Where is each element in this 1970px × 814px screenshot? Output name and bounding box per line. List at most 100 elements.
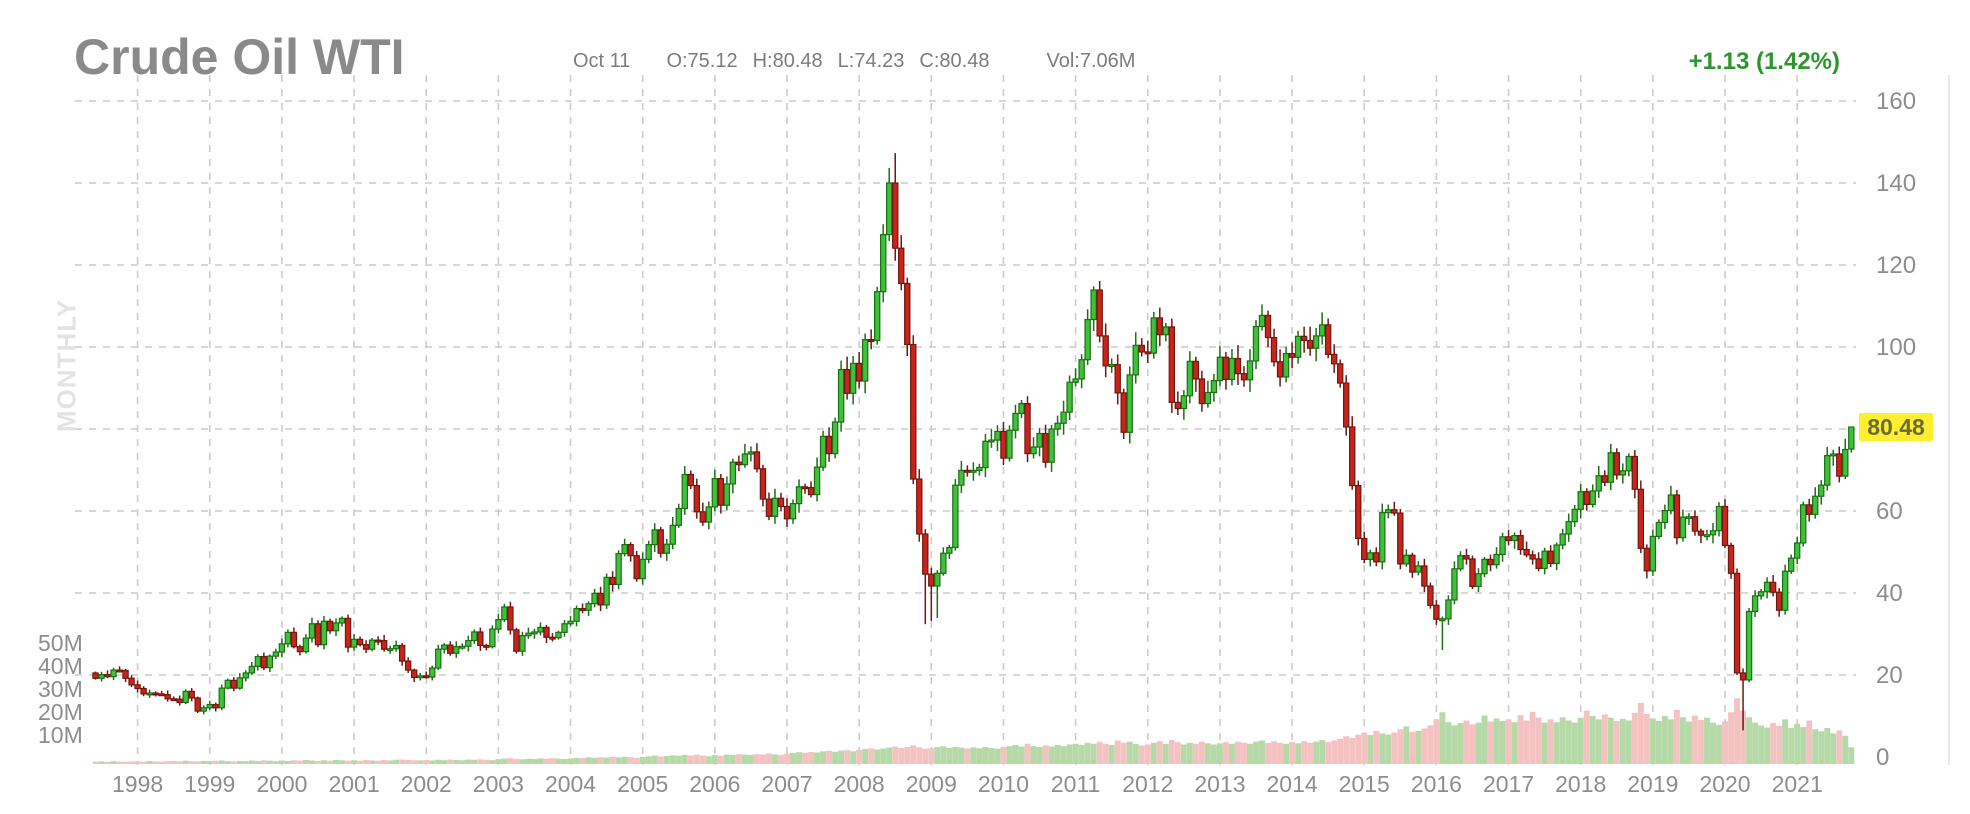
volume-bar	[687, 755, 694, 764]
volume-bar	[1848, 747, 1855, 764]
volume-bar	[597, 757, 604, 764]
candle-body	[146, 692, 153, 696]
volume-bar	[1782, 719, 1789, 764]
volume-bar	[1541, 722, 1548, 764]
volume-bar	[1180, 744, 1187, 764]
volume-bar	[321, 760, 327, 764]
candle-body	[176, 698, 183, 704]
volume-bar	[1162, 743, 1169, 764]
volume-bar	[1643, 713, 1650, 764]
candle-body	[1108, 364, 1115, 368]
candle-body	[278, 643, 286, 653]
candle-body	[982, 440, 989, 469]
candle-body	[621, 544, 628, 555]
volume-bar	[741, 754, 748, 764]
candle-body	[1685, 516, 1693, 520]
volume-bar	[290, 760, 297, 764]
year-label: 2007	[761, 771, 812, 797]
candle-body	[1084, 318, 1091, 361]
volume-bar	[1722, 721, 1728, 764]
candle-body	[765, 498, 773, 517]
candle-body	[1391, 509, 1398, 514]
volume-bar	[1036, 747, 1043, 764]
candle-body	[609, 576, 616, 585]
candle-body	[290, 631, 298, 648]
candle-body	[218, 687, 225, 709]
candle-body	[1830, 453, 1837, 457]
ohlc-low: L:74.23	[837, 50, 905, 72]
candle-body	[1234, 357, 1242, 375]
volume-bar	[1595, 719, 1602, 764]
volume-bar	[573, 757, 580, 764]
candle-body	[651, 529, 658, 546]
candle-body	[194, 697, 201, 712]
volume-bar	[1241, 742, 1247, 764]
candle-body	[1192, 360, 1200, 380]
volume-bar	[417, 760, 424, 764]
candle-body	[813, 466, 821, 496]
volume-axis-label: 50M	[38, 630, 83, 656]
volume-bar	[1469, 724, 1476, 764]
candle-body	[308, 623, 316, 639]
candle-body	[170, 698, 177, 702]
candle-body	[1836, 453, 1843, 477]
candle-body	[1096, 289, 1103, 337]
candle-body	[1709, 530, 1717, 536]
volume-bar	[1583, 710, 1590, 764]
volume-bar	[1210, 744, 1217, 764]
candle-body	[1643, 547, 1651, 572]
volume-bar	[970, 747, 977, 764]
candle-body	[825, 435, 833, 455]
candle-body	[519, 635, 526, 652]
volume-bar	[1685, 721, 1692, 764]
volume-bar	[922, 748, 929, 764]
candle-body	[1757, 591, 1765, 597]
candle-body	[1361, 537, 1368, 560]
last-price-tag: 80.48	[1859, 413, 1933, 441]
volume-bar	[1637, 702, 1644, 764]
candle-body	[861, 339, 869, 382]
price-axis-label: 100	[1876, 334, 1916, 361]
instrument-title: Crude Oil WTI	[74, 29, 405, 85]
candle-body	[1818, 484, 1825, 497]
candle-body	[368, 639, 376, 650]
volume-bar	[621, 756, 628, 764]
volume-bar	[333, 760, 339, 764]
volume-bar	[1499, 720, 1506, 764]
candle-body	[362, 644, 370, 650]
price-axis-label: 0	[1876, 744, 1889, 771]
candle-body	[537, 626, 544, 633]
volume-bar	[224, 761, 231, 764]
volume-bar	[916, 747, 923, 764]
volume-bar	[603, 757, 610, 764]
volume-bar	[1216, 743, 1223, 764]
candle-body	[92, 672, 99, 679]
volume-bar	[1168, 740, 1175, 764]
volume-bar	[844, 750, 851, 764]
candle-body	[1787, 557, 1795, 572]
candle-body	[1793, 542, 1801, 559]
candle-body	[1769, 581, 1777, 593]
volume-bar	[1619, 718, 1626, 764]
candle-body	[236, 677, 244, 689]
volume-bar	[1048, 746, 1055, 764]
volume-bar	[1776, 725, 1783, 764]
volume-bar	[1559, 717, 1566, 764]
candle-body	[206, 703, 213, 709]
volume-bar	[1439, 712, 1446, 764]
volume-bar	[759, 754, 766, 764]
candle-body	[1703, 534, 1711, 538]
volume-bar	[357, 760, 364, 764]
candle-body	[254, 655, 262, 667]
volume-bar	[284, 760, 291, 764]
candle-body	[1415, 565, 1422, 573]
candle-body	[1511, 534, 1518, 542]
year-label: 2015	[1339, 771, 1390, 797]
candle-body	[849, 362, 857, 394]
candle-body	[266, 655, 274, 669]
volume-bar	[537, 758, 544, 764]
volume-bar	[1072, 743, 1079, 764]
candle-body	[1493, 553, 1500, 566]
candle-body	[771, 497, 779, 517]
